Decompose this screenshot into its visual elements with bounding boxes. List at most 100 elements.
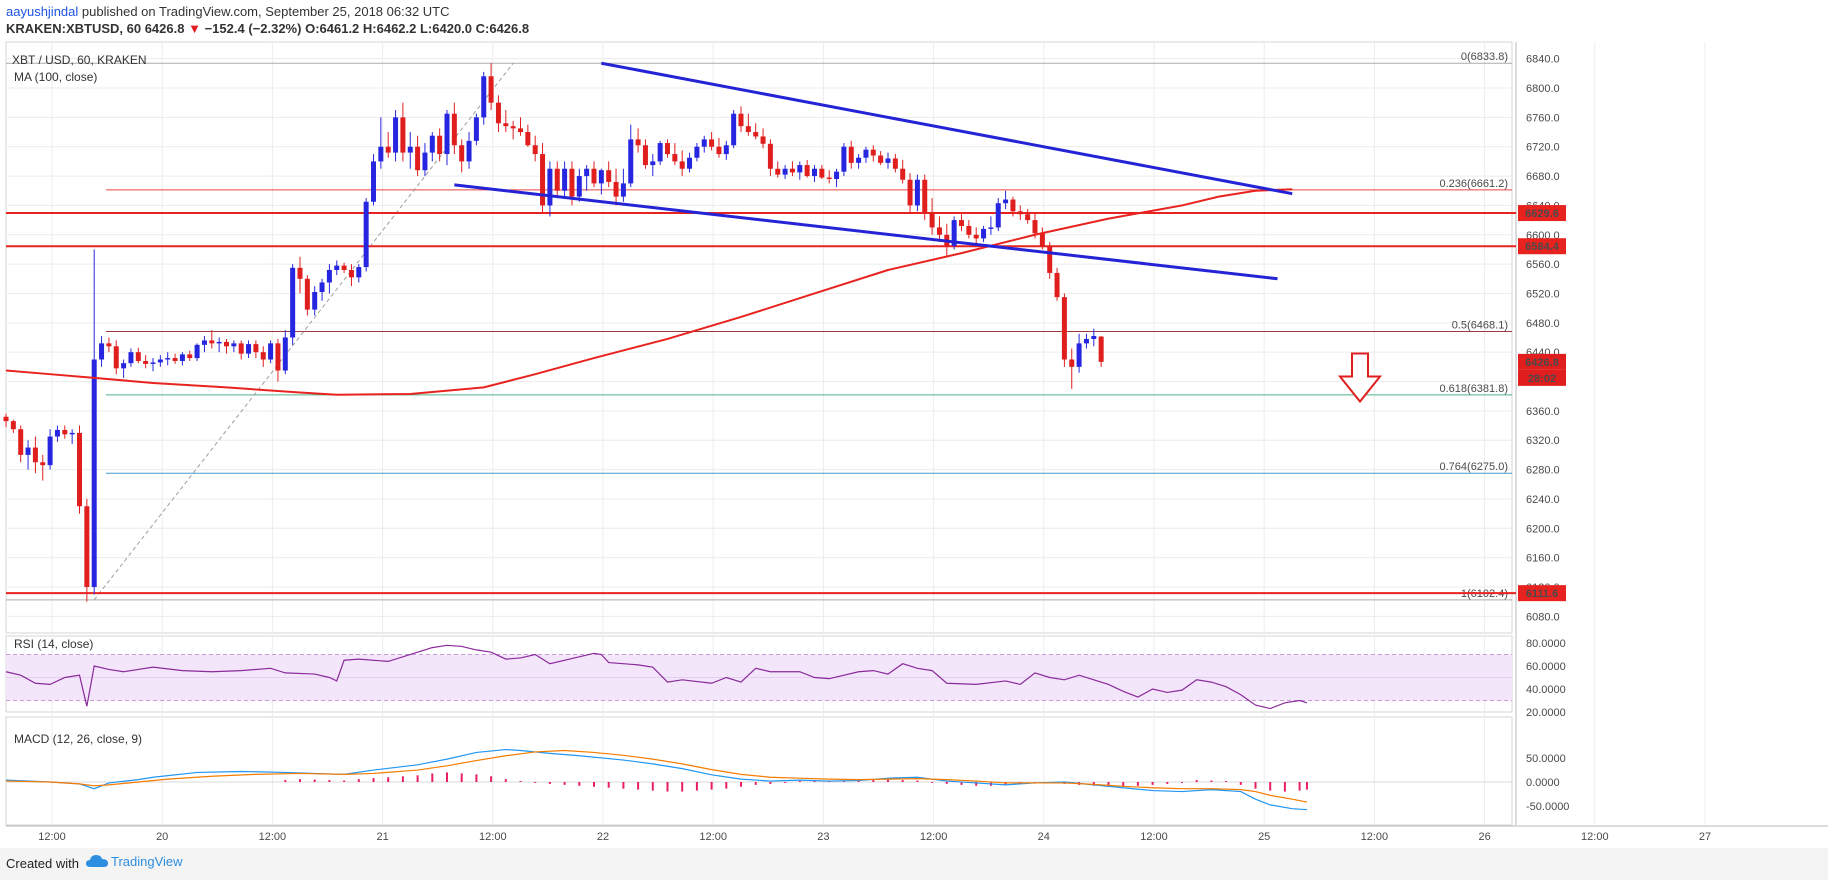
change-down-icon: ▼ (188, 21, 201, 36)
candle-body (914, 179, 920, 206)
time-tick-label: 22 (597, 831, 609, 843)
candle-body (1032, 220, 1038, 234)
candle-body (819, 168, 825, 178)
time-axis[interactable]: 12:00 20 12:00 21 12:00 22 12:00 23 12:00 24 12:00… (38, 831, 1711, 843)
candle-body (878, 155, 884, 163)
tradingview-logo-link[interactable]: TradingView (86, 854, 183, 869)
candle-body (1047, 245, 1053, 273)
candle-body (892, 158, 898, 169)
candle-body (444, 113, 450, 155)
candle-body (18, 429, 24, 455)
candle-body (304, 278, 310, 310)
macd-pane[interactable] (5, 748, 1512, 811)
candle-body (209, 340, 215, 344)
rsi-pane[interactable] (5, 644, 1512, 710)
chart-title: XBT / USD, 60, KRAKEN (12, 53, 147, 67)
price-tick-label: 6520.0 (1526, 288, 1560, 300)
candle-body (642, 145, 648, 166)
candle-body (260, 352, 266, 360)
ma100-line (5, 188, 1293, 396)
candle-body (99, 343, 105, 360)
candle-body (510, 126, 516, 129)
candle-body (1061, 297, 1067, 360)
candle-body (1017, 211, 1023, 215)
author-link[interactable]: aayushjindal (6, 4, 79, 19)
last-price: 6426.8 (144, 21, 185, 36)
candle-body (650, 161, 656, 166)
candle-body (224, 341, 229, 347)
time-tick-label: 21 (376, 831, 388, 843)
candle-body (826, 177, 832, 180)
candle-body (841, 146, 847, 172)
candle-body (562, 168, 568, 191)
time-tick-label: 12:00 (479, 831, 507, 843)
candle-body (473, 117, 479, 141)
candle-body (341, 265, 347, 270)
time-tick-label: 12:00 (699, 831, 727, 843)
candle-body (1003, 199, 1009, 204)
fib-level-label: 0.236(6661.2) (1440, 178, 1509, 190)
candle-body (69, 432, 75, 435)
candle-body (1010, 199, 1016, 212)
candle-body (1098, 336, 1104, 362)
macd-indicator-label: MACD (12, 26, close, 9) (14, 732, 142, 746)
macd-tick-label: -50.0000 (1526, 801, 1569, 813)
candle-body (253, 344, 259, 353)
candle-body (812, 168, 817, 177)
candle-body (290, 267, 296, 338)
macd-tick-label: 50.0000 (1526, 753, 1566, 765)
candle-body (356, 267, 362, 278)
candle-body (613, 181, 619, 197)
candle-body (1083, 338, 1089, 344)
candle-body (297, 267, 303, 279)
down-arrow-icon (1337, 352, 1383, 404)
price-tick-label: 6680.0 (1526, 171, 1560, 183)
candle-body (782, 168, 788, 175)
candle-body (334, 265, 340, 270)
candle-body (378, 146, 384, 162)
price-tick-label: 6720.0 (1526, 142, 1560, 154)
candle-body (407, 146, 413, 153)
price-tick-label: 6160.0 (1526, 553, 1560, 565)
candle-body (157, 359, 163, 363)
candle-body (701, 139, 707, 147)
candle-body (84, 506, 90, 587)
time-tick-label: 23 (817, 831, 829, 843)
candle-body (591, 168, 597, 184)
time-tick-label: 25 (1258, 831, 1270, 843)
price-marker-box (1518, 238, 1566, 255)
rsi-tick-label: 60.0000 (1526, 661, 1566, 673)
price-chart[interactable]: 0(6833.8) 0.236(6661.2) 0.5(6468.1) 0.618(6… (0, 0, 1828, 848)
price-axis[interactable]: 6840.06800.06760.06720.06680.06640.06600… (1518, 54, 1569, 813)
published-text: published on TradingView.com, September … (81, 4, 450, 19)
countdown-label: 28:02 (1528, 373, 1556, 385)
candle-body (113, 346, 119, 369)
candle-body (1054, 272, 1060, 298)
main-pane[interactable]: 0(6833.8) 0.236(6661.2) 0.5(6468.1) 0.618(6… (3, 51, 1517, 602)
candle-body (121, 363, 127, 369)
candle-body (326, 269, 332, 283)
candle-body (576, 176, 582, 197)
candle-body (25, 447, 31, 455)
price-tick-label: 6200.0 (1526, 523, 1560, 535)
chart-header: aayushjindal published on TradingView.co… (0, 0, 1828, 40)
candle-body (598, 170, 604, 184)
candle-body (760, 136, 766, 144)
candle-body (532, 145, 538, 155)
time-tick-label: 26 (1478, 831, 1490, 843)
pane-frame (5, 41, 1513, 634)
candle-body (32, 447, 38, 463)
macd-line (5, 748, 1307, 811)
countdown-box (1518, 369, 1566, 386)
candle-body (385, 146, 391, 153)
candle-body (495, 102, 501, 124)
rsi-tick-label: 80.0000 (1526, 638, 1566, 650)
candle-body (348, 269, 354, 278)
candle-body (62, 429, 68, 435)
candle-body (988, 227, 994, 229)
rsi-tick-label: 40.0000 (1526, 684, 1566, 696)
candle-body (466, 140, 472, 162)
candle-body (135, 352, 141, 361)
rsi-tick-label: 20.0000 (1526, 707, 1566, 719)
candle-body (91, 359, 97, 587)
